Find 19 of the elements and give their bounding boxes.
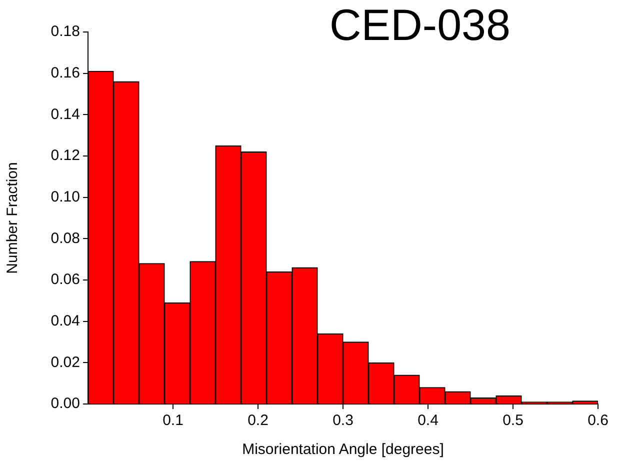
x-tick-label: 0.3 bbox=[332, 412, 354, 430]
y-tick-label: 0.14 bbox=[50, 106, 80, 123]
y-tick-label: 0.12 bbox=[50, 147, 80, 164]
x-tick-label: 0.4 bbox=[418, 412, 438, 430]
y-tick-label: 0.00 bbox=[50, 395, 80, 412]
x-tick-label: 0.1 bbox=[162, 412, 184, 430]
y-axis-title: Number Fraction bbox=[4, 162, 22, 274]
y-tick-label: 0.04 bbox=[50, 312, 80, 330]
x-tick-label: 0.6 bbox=[588, 412, 608, 430]
x-axis-title: Misorientation Angle [degrees] bbox=[242, 441, 444, 458]
y-tick-label: 0.10 bbox=[50, 188, 80, 206]
y-tick-label: 0.06 bbox=[50, 271, 80, 288]
y-tick-label: 0.08 bbox=[50, 230, 80, 247]
x-tick-label: 0.2 bbox=[248, 412, 268, 430]
chart-title: CED-038 bbox=[328, 1, 512, 50]
x-tick-label: 0.5 bbox=[502, 412, 524, 430]
y-tick-label: 0.02 bbox=[50, 354, 80, 371]
y-tick-label: 0.18 bbox=[50, 23, 80, 40]
y-tick-label: 0.16 bbox=[50, 64, 80, 82]
